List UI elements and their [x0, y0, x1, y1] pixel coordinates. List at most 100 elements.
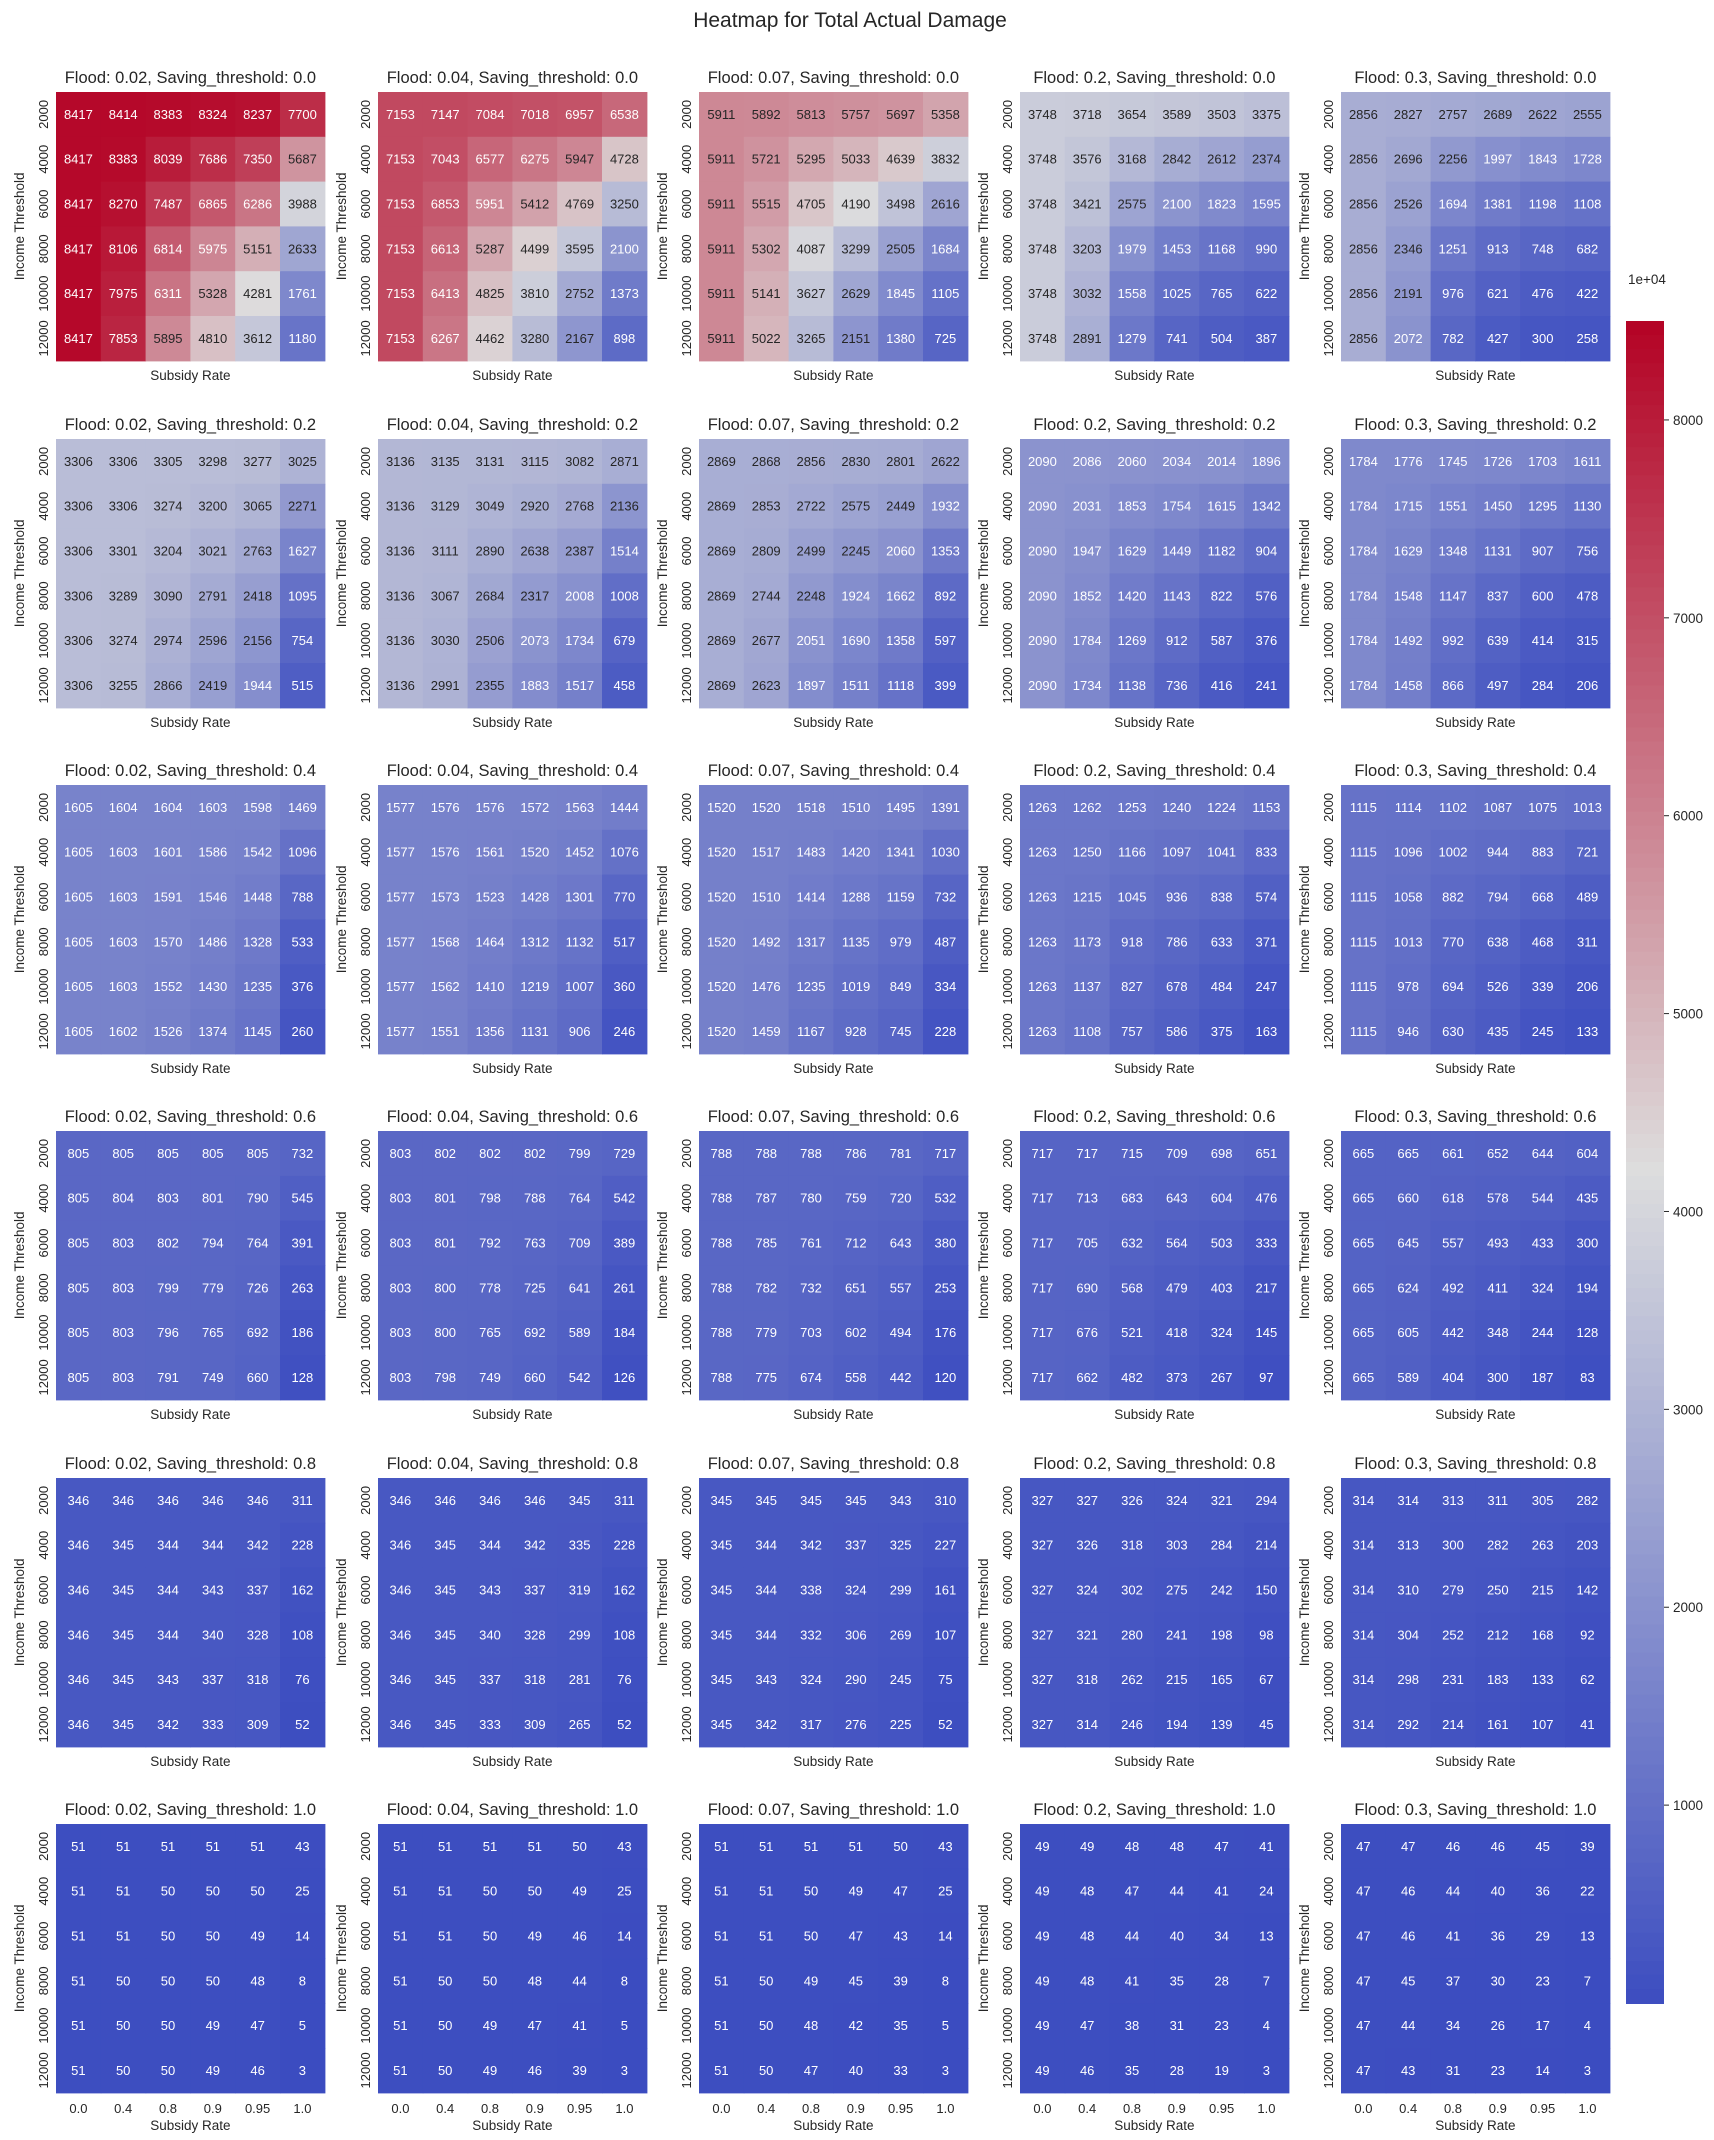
cell-value-label: 2920: [520, 499, 549, 514]
cell-value-label: 326: [1076, 1538, 1098, 1553]
x-axis-label: Subsidy Rate: [793, 715, 873, 730]
cell-value-label: 47: [1356, 2018, 1370, 2033]
x-tick-label: 0.0: [391, 2101, 409, 2116]
cell-value-label: 51: [714, 1839, 728, 1854]
cell-value-label: 198: [1211, 1627, 1233, 1642]
y-tick-label: 10000: [36, 276, 51, 312]
y-tick-label: 10000: [679, 2008, 694, 2044]
heatmap-cell: [743, 439, 790, 485]
x-axis-label: Subsidy Rate: [793, 1754, 873, 1769]
cell-value-label: 290: [845, 1672, 867, 1687]
heatmap-cell: [100, 528, 147, 574]
cell-value-label: 791: [157, 1370, 179, 1385]
y-tick-label: 10000: [1000, 2008, 1015, 2044]
heatmap-cell: [1520, 92, 1566, 138]
heatmap-cell: [235, 528, 281, 574]
y-tick-label: 2000: [1321, 1832, 1336, 1861]
cell-value-label: 75: [938, 1672, 952, 1687]
cell-value-label: 345: [434, 1538, 456, 1553]
y-tick-label: 4000: [679, 838, 694, 867]
heatmap-cell: [100, 92, 147, 138]
y-tick-label: 2000: [1321, 447, 1336, 476]
y-tick-label: 4000: [358, 838, 373, 867]
y-tick-label: 12000: [679, 1359, 694, 1395]
cell-value-label: 2791: [198, 588, 227, 603]
cell-value-label: 326: [1121, 1493, 1143, 1508]
cell-value-label: 215: [1166, 1672, 1188, 1687]
heatmap-cell: [56, 1009, 102, 1055]
cell-value-label: 7: [1263, 1973, 1270, 1988]
y-axis-label: Income Threshold: [976, 865, 991, 973]
heatmap-cell: [100, 919, 147, 965]
cell-value-label: 3748: [1028, 331, 1057, 346]
heatmap-cell: [512, 573, 558, 619]
colorbar-segment: [1626, 1778, 1664, 1794]
cell-value-label: 602: [845, 1325, 867, 1340]
cell-value-label: 1603: [109, 934, 138, 949]
cell-value-label: 3135: [431, 454, 460, 469]
cell-value-label: 662: [1076, 1370, 1098, 1385]
cell-value-label: 1784: [1349, 678, 1378, 693]
heatmap-cell: [1475, 316, 1521, 362]
cell-value-label: 2136: [610, 499, 639, 514]
cell-value-label: 2869: [707, 588, 736, 603]
panel-title: Flood: 0.07, Saving_threshold: 0.4: [708, 762, 959, 780]
cell-value-label: 2596: [198, 633, 227, 648]
y-tick-label: 12000: [679, 320, 694, 356]
cell-value-label: 22: [1580, 1884, 1594, 1899]
cell-value-label: 643: [890, 1236, 912, 1251]
cell-value-label: 28: [1214, 1973, 1228, 1988]
cell-value-label: 225: [890, 1717, 912, 1732]
cell-value-label: 318: [1121, 1538, 1143, 1553]
cell-value-label: 311: [1577, 934, 1598, 949]
cell-value-label: 345: [434, 1583, 456, 1598]
cell-value-label: 51: [714, 1884, 728, 1899]
cell-value-label: 5911: [707, 286, 735, 301]
cell-value-label: 31: [1170, 2018, 1184, 2033]
cell-value-label: 944: [1487, 845, 1509, 860]
cell-value-label: 107: [1532, 1717, 1554, 1732]
heatmap-cell: [422, 663, 469, 709]
colorbar-segment: [1626, 1344, 1664, 1360]
cell-value-label: 759: [845, 1191, 867, 1206]
cell-value-label: 345: [711, 1717, 733, 1732]
y-tick-label: 6000: [36, 537, 51, 566]
heatmap-cell: [512, 439, 558, 485]
cell-value-label: 557: [890, 1280, 912, 1295]
cell-value-label: 46: [528, 2063, 542, 2078]
heatmap-cell: [1199, 92, 1245, 138]
cell-value-label: 2374: [1252, 152, 1281, 167]
cell-value-label: 3136: [386, 678, 415, 693]
heatmap-cell: [1154, 316, 1200, 362]
heatmap-cell: [56, 618, 102, 664]
cell-value-label: 418: [1166, 1325, 1188, 1340]
cell-value-label: 4769: [565, 197, 594, 212]
cell-value-label: 344: [202, 1538, 224, 1553]
y-tick-label: 4000: [36, 145, 51, 174]
heatmap-cell: [1385, 181, 1432, 227]
heatmap-cell: [145, 181, 191, 227]
heatmap-cell: [1199, 573, 1245, 619]
colorbar-segment: [1626, 1526, 1664, 1542]
heatmap-cell: [1385, 136, 1432, 183]
cell-value-label: 717: [1032, 1236, 1054, 1251]
y-axis-label: Income Threshold: [655, 1904, 670, 2012]
cell-value-label: 3030: [431, 633, 460, 648]
cell-value-label: 241: [1166, 1627, 1188, 1642]
cell-value-label: 345: [711, 1583, 733, 1598]
heatmap-cell: [1020, 618, 1066, 664]
cell-value-label: 904: [1256, 544, 1278, 559]
y-tick-label: 8000: [358, 581, 373, 610]
cell-value-label: 802: [157, 1236, 179, 1251]
heatmap-cell: [145, 874, 191, 920]
heatmap-cell: [1109, 573, 1155, 619]
heatmap-cell: [145, 663, 191, 709]
cell-value-label: 976: [1442, 286, 1464, 301]
heatmap-cell: [602, 528, 648, 574]
y-tick-label: 6000: [1321, 537, 1336, 566]
cell-value-label: 41: [572, 2018, 586, 2033]
cell-value-label: 1734: [565, 633, 594, 648]
colorbar-scale-label: 1e+04: [1628, 272, 1666, 287]
heatmap-cell: [512, 271, 558, 317]
